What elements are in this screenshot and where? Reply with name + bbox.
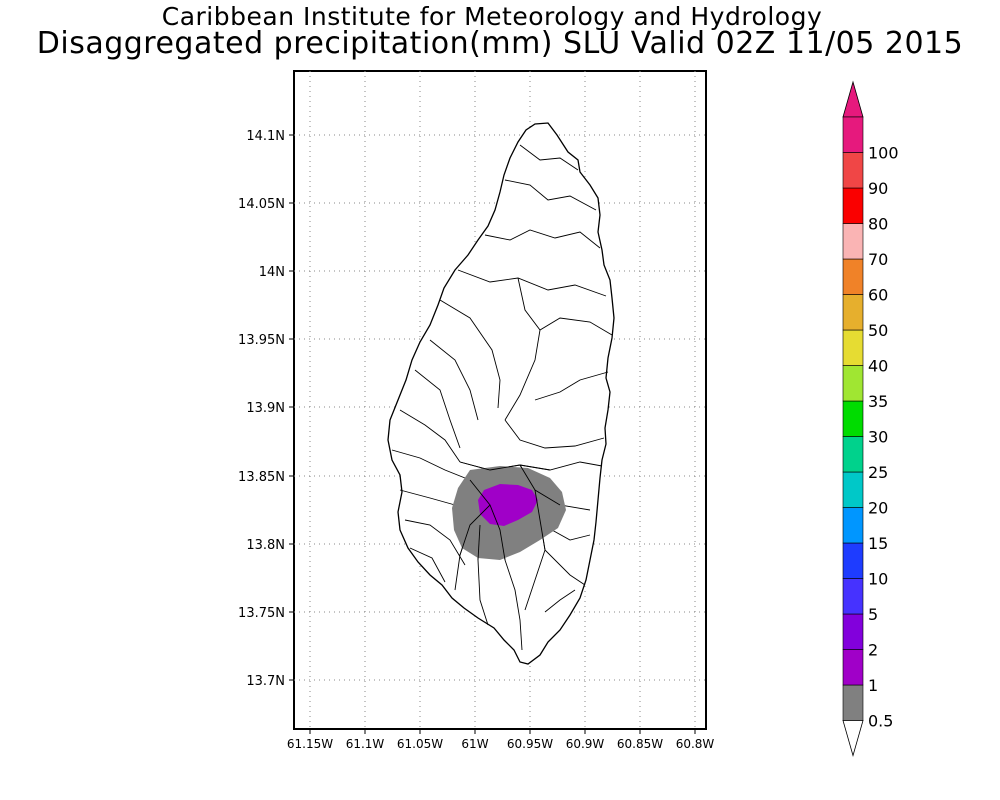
map-title: Disaggregated precipitation(mm) SLU Vali…: [36, 26, 964, 61]
legend-label: 90: [868, 179, 888, 198]
lon-label: 60.95W: [507, 737, 553, 751]
legend-swatch: [842, 507, 864, 544]
legend-label: 35: [868, 392, 888, 411]
lat-labels: 14.1N 14.05N 14N 13.95N 13.9N 13.85N 13.…: [238, 129, 285, 689]
legend-swatch: [842, 436, 864, 473]
lat-label: 14N: [259, 265, 285, 280]
legend-swatch: [842, 223, 864, 260]
legend-label: 40: [868, 357, 888, 376]
lon-labels: 61.15W 61.1W 61.05W 61W 60.95W 60.9W 60.…: [287, 737, 715, 751]
lat-label: 14.1N: [246, 129, 285, 144]
lon-label: 60.8W: [676, 737, 715, 751]
lat-label: 13.8N: [246, 538, 285, 553]
institute-title: Caribbean Institute for Meteorology and …: [161, 2, 823, 31]
legend-label: 30: [868, 428, 888, 447]
precip-area-1-2: [478, 484, 538, 526]
legend-swatch: [842, 649, 864, 686]
legend-swatch: [842, 116, 864, 153]
lat-label: 13.85N: [238, 470, 285, 485]
legend-swatch: [842, 400, 864, 437]
legend-label: 60: [868, 286, 888, 305]
legend-label: 70: [868, 250, 888, 269]
legend-swatch: [842, 365, 864, 402]
legend-swatch: [842, 542, 864, 579]
legend-swatch: [842, 187, 864, 224]
legend-label: 0.5: [868, 712, 893, 731]
lon-label: 60.9W: [566, 737, 605, 751]
legend-bottom-arrow: [842, 720, 864, 757]
legend-label: 50: [868, 321, 888, 340]
lon-label: 61W: [461, 737, 488, 751]
legend-swatch: [842, 152, 864, 189]
lat-label: 13.9N: [246, 401, 285, 416]
lon-label: 60.85W: [617, 737, 663, 751]
legend-top-arrow: [842, 80, 864, 118]
legend-swatch: [842, 294, 864, 331]
legend-swatch: [842, 471, 864, 508]
legend-swatch: [842, 329, 864, 366]
lat-label: 13.75N: [238, 606, 285, 621]
legend-label: 1: [868, 676, 878, 695]
lat-label: 13.95N: [238, 333, 285, 348]
legend-swatch: [842, 258, 864, 295]
lat-label: 14.05N: [238, 197, 285, 212]
legend-swatch: [842, 578, 864, 615]
tick-marks: [289, 134, 696, 734]
watershed-lines-overlay: [459, 461, 561, 561]
island-outline: [387, 122, 615, 665]
legend-swatch: [842, 684, 864, 721]
lat-label: 13.7N: [246, 674, 285, 689]
legend-label: 15: [868, 534, 888, 553]
legend-label: 100: [868, 144, 899, 163]
lon-label: 61.1W: [346, 737, 385, 751]
lon-label: 61.05W: [397, 737, 443, 751]
legend-label: 25: [868, 463, 888, 482]
lon-label: 61.15W: [287, 737, 333, 751]
legend-label: 5: [868, 605, 878, 624]
legend-label: 10: [868, 570, 888, 589]
legend-swatch: [842, 613, 864, 650]
legend-label: 20: [868, 499, 888, 518]
legend-label: 80: [868, 215, 888, 234]
legend-label: 2: [868, 641, 878, 660]
